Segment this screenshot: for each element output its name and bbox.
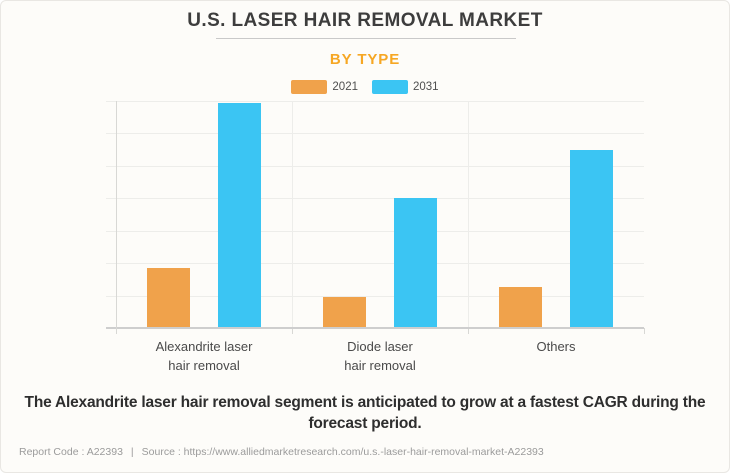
legend-item-2031[interactable]: 2031	[372, 80, 439, 94]
source-text: Source : https://www.alliedmarketresearc…	[141, 446, 544, 458]
gridline-horizontal	[106, 133, 644, 134]
category-label-2: Diode laser hair removal	[292, 337, 468, 375]
legend-label: 2021	[332, 81, 358, 93]
axis-tick	[468, 328, 469, 334]
category-label-line: hair removal	[168, 358, 240, 373]
category-label-3: Others	[468, 337, 644, 375]
bar-2031-diode-laser-hair-removal[interactable]	[394, 198, 437, 327]
gridline-horizontal	[106, 263, 644, 264]
chart-subtitle: BY TYPE	[329, 51, 401, 68]
legend-label: 2031	[413, 81, 439, 93]
legend-swatch-2021	[291, 80, 328, 94]
report-footer: Report Code : A22393 | Source : https://ww…	[19, 446, 711, 458]
category-label-line: Diode laser	[347, 339, 413, 354]
title-divider	[216, 38, 516, 39]
bar-2021-others[interactable]	[499, 287, 542, 327]
bar-2031-alexandrite-laser-hair-removal[interactable]	[218, 103, 261, 327]
footer-separator: |	[130, 446, 134, 458]
category-label-line: Others	[536, 339, 576, 354]
category-label-1: Alexandrite laser hair removal	[116, 337, 292, 375]
gridline-horizontal	[106, 231, 644, 232]
y-axis-line	[116, 101, 117, 334]
axis-tick	[292, 328, 293, 334]
category-label-line: Alexandrite laser	[155, 339, 253, 354]
bar-2021-diode-laser-hair-removal[interactable]	[323, 296, 366, 327]
gridline-horizontal	[106, 296, 644, 297]
category-labels: Alexandrite laser hair removal Diode laser…	[116, 337, 644, 375]
bar-2031-others[interactable]	[570, 149, 613, 327]
bar-2021-alexandrite-laser-hair-removal[interactable]	[147, 268, 190, 327]
gridline-vertical	[292, 101, 293, 328]
axis-tick	[644, 328, 645, 334]
page-title: U.S. LASER HAIR REMOVAL MARKET	[187, 10, 543, 31]
legend-item-2021[interactable]: 2021	[291, 80, 358, 94]
report-code: Report Code : A22393	[19, 446, 123, 458]
category-label-line: hair removal	[344, 358, 416, 373]
gridline-horizontal	[106, 198, 644, 199]
chart-legend: 2021 2031	[1, 80, 729, 94]
legend-swatch-2031	[372, 80, 408, 94]
plot-area	[106, 101, 645, 334]
gridline-horizontal	[106, 166, 644, 167]
gridline-vertical	[468, 101, 469, 328]
gridline-horizontal	[106, 101, 644, 102]
summary-text: The Alexandrite laser hair removal segme…	[24, 394, 706, 432]
x-axis-line	[106, 327, 644, 329]
